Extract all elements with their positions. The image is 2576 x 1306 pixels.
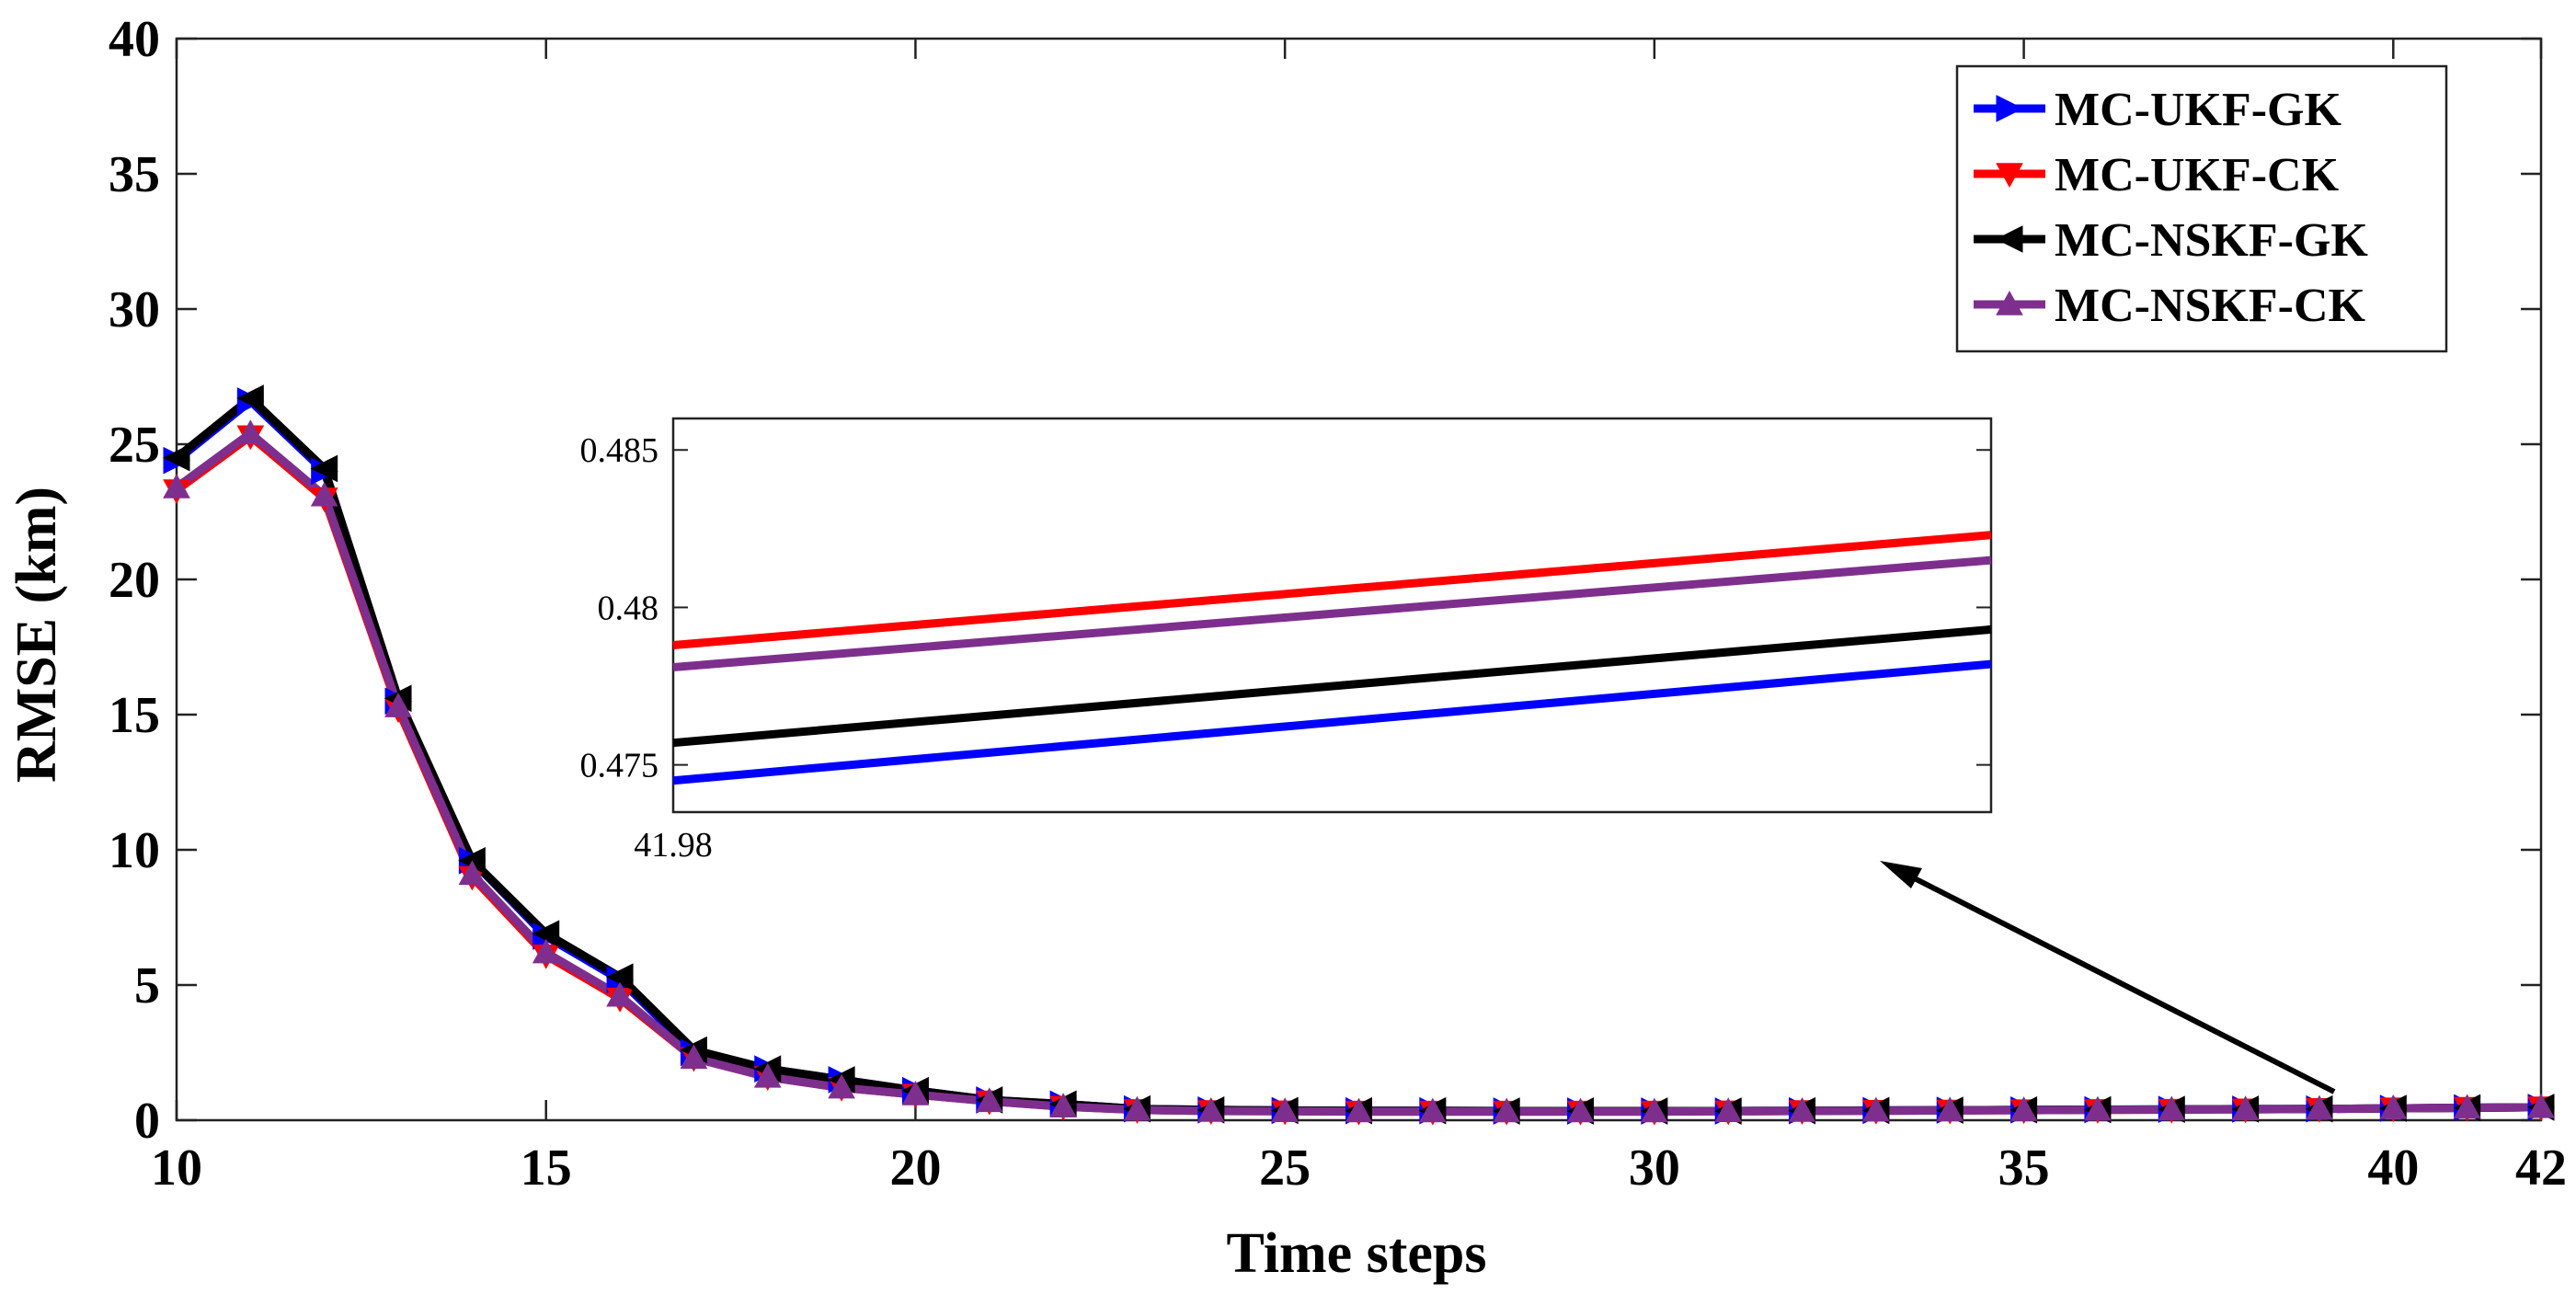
legend-marker-mc-nskf-ck — [1996, 290, 2023, 315]
x-tick-label: 20 — [889, 1140, 941, 1197]
data-point-mc-nskf-ck — [1418, 1097, 1447, 1123]
data-point-mc-nskf-ck — [236, 419, 265, 444]
data-point-mc-nskf-ck — [2158, 1095, 2186, 1121]
data-point-mc-nskf-ck — [1566, 1097, 1595, 1123]
legend: MC-UKF-GK MC-UKF-CK MC-NSKF-GK MC-NSKF-CK — [1955, 64, 2448, 353]
data-point-mc-nskf-ck — [532, 938, 560, 964]
data-point-mc-nskf-gk — [310, 454, 338, 483]
data-point-mc-nskf-ck — [680, 1044, 708, 1070]
zoom-arrow-line — [1895, 866, 2336, 1094]
data-point-mc-nskf-ck — [310, 481, 338, 507]
x-tick-label: 25 — [1259, 1140, 1311, 1197]
data-point-mc-nskf-ck — [1345, 1097, 1373, 1123]
data-point-mc-nskf-ck — [1271, 1097, 1299, 1122]
data-point-mc-nskf-ck — [606, 981, 634, 1007]
legend-marker-mc-nskf-gk — [1995, 225, 2023, 253]
data-point-mc-nskf-ck — [753, 1062, 782, 1088]
data-point-mc-nskf-ck — [384, 693, 412, 717]
y-tick-label: 0 — [134, 1093, 160, 1150]
data-point-mc-nskf-ck — [901, 1081, 930, 1106]
x-tick-label: 42 — [2515, 1140, 2567, 1197]
data-point-mc-nskf-ck — [2379, 1094, 2408, 1119]
data-point-mc-nskf-ck — [2084, 1095, 2112, 1121]
y-tick-label: 10 — [109, 822, 160, 879]
legend-label-mc-ukf-gk: MC-UKF-GK — [2055, 84, 2341, 136]
y-tick-label: 5 — [134, 957, 160, 1014]
y-tick-label: 40 — [109, 11, 160, 68]
data-point-mc-nskf-ck — [1049, 1093, 1077, 1117]
legend-label-mc-nskf-ck: MC-NSKF-CK — [2055, 280, 2366, 332]
y-tick-label: 25 — [109, 417, 160, 474]
y-tick-label: 20 — [109, 552, 160, 609]
main-plot-area: 10 15 20 25 30 35 40 42 0 5 10 15 20 25 30 35 40 — [109, 11, 2567, 1197]
data-point-mc-nskf-gk — [236, 384, 264, 412]
x-axis-label: Time steps — [1226, 1222, 1486, 1285]
x-tick-label: 35 — [1998, 1140, 2050, 1197]
x-tick-label: 30 — [1629, 1140, 1680, 1197]
inset-line-mc-ukf-ck — [672, 531, 1992, 650]
data-point-mc-nskf-ck — [458, 860, 487, 886]
inset-y-tick-label: 0.48 — [598, 589, 659, 627]
legend-marker-mc-ukf-gk — [1996, 95, 2024, 122]
y-axis-label: RMSE (km) — [6, 487, 68, 783]
data-point-mc-nskf-ck — [2527, 1093, 2555, 1118]
inset-line-mc-ukf-gk — [672, 659, 1992, 785]
legend-marker-mc-ukf-ck — [1996, 163, 2023, 189]
data-point-mc-nskf-ck — [828, 1073, 855, 1099]
inset-x-tick-label: 41.98 — [634, 826, 713, 865]
y-tick-label: 30 — [109, 281, 160, 338]
legend-label-mc-nskf-gk: MC-NSKF-GK — [2055, 214, 2368, 267]
y-tick-label: 15 — [109, 687, 160, 744]
data-point-mc-nskf-ck — [2009, 1096, 2038, 1121]
inset-y-tick-label: 0.475 — [580, 747, 659, 785]
data-point-mc-nskf-ck — [2453, 1094, 2481, 1119]
data-point-mc-nskf-ck — [1714, 1097, 1743, 1122]
data-point-mc-nskf-ck — [1123, 1095, 1151, 1121]
data-point-mc-nskf-ck — [1641, 1097, 1668, 1123]
inset-plot-area: 0.475 0.48 0.485 41.98 — [580, 417, 1993, 865]
data-point-mc-nskf-gk — [162, 443, 190, 472]
inset-line-mc-nskf-gk — [672, 624, 1992, 748]
x-tick-label: 40 — [2367, 1140, 2419, 1197]
inset-y-tick-label: 0.485 — [580, 431, 659, 470]
data-point-mc-nskf-ck — [975, 1087, 1003, 1113]
data-point-mc-nskf-ck — [2306, 1094, 2333, 1120]
inset-line-mc-nskf-ck — [672, 556, 1992, 671]
legend-label-mc-ukf-ck: MC-UKF-CK — [2055, 149, 2340, 201]
x-tick-label: 10 — [151, 1140, 202, 1197]
data-point-mc-nskf-ck — [163, 474, 190, 498]
data-point-mc-nskf-ck — [1788, 1096, 1816, 1122]
data-point-mc-nskf-ck — [1493, 1097, 1521, 1123]
y-tick-label: 35 — [109, 146, 160, 203]
data-point-mc-nskf-ck — [1936, 1096, 1964, 1122]
data-point-mc-nskf-ck — [1196, 1096, 1225, 1122]
zoom-arrow-head — [1880, 861, 1922, 888]
x-tick-label: 15 — [521, 1140, 572, 1197]
data-point-mc-nskf-ck — [2231, 1095, 2260, 1120]
data-point-mc-nskf-ck — [1862, 1096, 1890, 1122]
